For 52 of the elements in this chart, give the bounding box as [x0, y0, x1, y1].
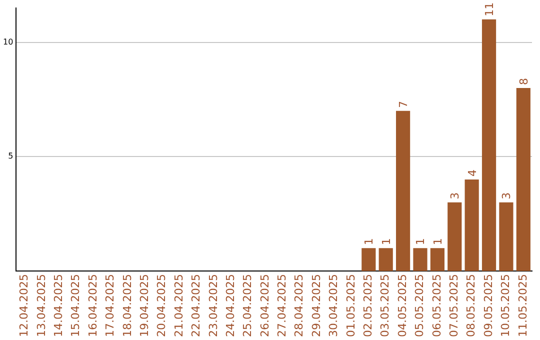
bar — [413, 248, 428, 272]
x-tick-label: 21.04.2025 — [172, 274, 186, 338]
x-tick-label: 30.04.2025 — [327, 274, 340, 338]
bar — [516, 88, 530, 272]
x-tick-label: 12.04.2025 — [18, 274, 31, 338]
bar — [448, 202, 462, 272]
x-tick-label: 29.04.2025 — [310, 274, 323, 338]
x-tick-label: 04.05.2025 — [396, 274, 409, 338]
data-label: 1 — [380, 238, 393, 246]
x-tick-label: 17.04.2025 — [104, 274, 117, 338]
bar — [396, 110, 410, 272]
data-label: 8 — [517, 78, 530, 86]
data-label: 1 — [362, 238, 376, 246]
x-tick-label: 13.04.2025 — [34, 274, 48, 338]
x-tick-label: 22.04.2025 — [190, 274, 203, 338]
data-label: 4 — [466, 170, 479, 177]
x-tick-label: 15.04.2025 — [69, 274, 82, 338]
x-tick-label: 08.05.2025 — [464, 274, 478, 338]
bar — [430, 248, 444, 272]
x-tick-label: 09.05.2025 — [482, 274, 495, 338]
bar — [482, 19, 496, 272]
x-tick-label: 11.05.2025 — [516, 274, 530, 338]
x-tick-label: 26.04.2025 — [258, 274, 272, 338]
x-tick-label: 28.04.2025 — [292, 274, 306, 338]
x-tick-label: 01.05.2025 — [344, 274, 358, 338]
bar — [378, 248, 393, 272]
data-label: 1 — [414, 238, 428, 246]
x-tick-label: 23.04.2025 — [206, 274, 220, 338]
x-tick-label: 20.04.2025 — [155, 274, 168, 338]
x-tick-label: 19.04.2025 — [138, 274, 151, 338]
x-tick-label: 24.04.2025 — [224, 274, 237, 338]
x-tick-label: 27.04.2025 — [276, 274, 289, 338]
x-tick-label: 16.04.2025 — [86, 274, 100, 338]
x-tick-label: 07.05.2025 — [447, 274, 460, 338]
bar — [362, 248, 376, 272]
y-tick-label: 5 — [8, 152, 14, 161]
data-label: 11 — [483, 2, 496, 16]
x-tick-label: 03.05.2025 — [378, 274, 392, 338]
data-label: 3 — [500, 192, 514, 200]
x-tick-label: 18.04.2025 — [120, 274, 134, 338]
data-label: 7 — [397, 100, 410, 108]
bar — [464, 180, 479, 272]
x-tick-label: 10.05.2025 — [499, 274, 512, 338]
x-tick-label: 06.05.2025 — [430, 274, 444, 338]
data-label: 3 — [448, 192, 462, 200]
data-label: 1 — [431, 238, 444, 246]
bar — [499, 202, 514, 272]
y-tick-label: 10 — [2, 37, 14, 46]
x-tick-label: 05.05.2025 — [413, 274, 426, 338]
x-tick-label: 25.04.2025 — [241, 274, 254, 338]
x-tick-label: 02.05.2025 — [362, 274, 375, 338]
x-tick-label: 14.04.2025 — [52, 274, 66, 338]
